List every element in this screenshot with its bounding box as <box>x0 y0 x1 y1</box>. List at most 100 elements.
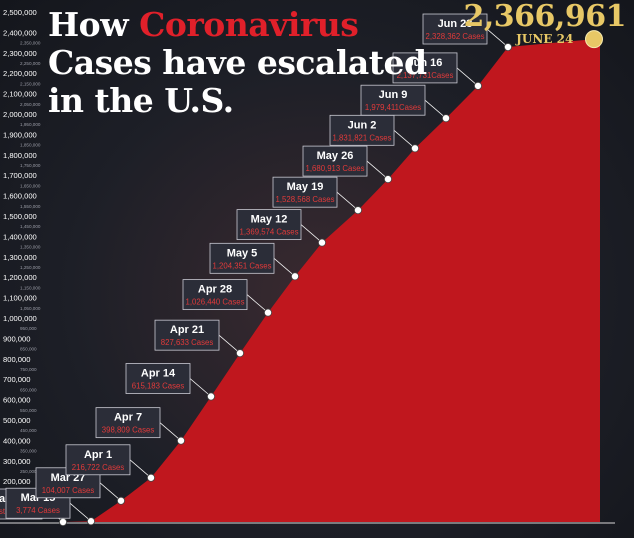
data-point <box>503 43 512 52</box>
data-point <box>353 206 362 215</box>
date-label-box <box>302 145 368 177</box>
leader-line <box>456 67 479 87</box>
y-tick-label: 2,400,000 <box>3 28 37 37</box>
y-tick-label: 1,900,000 <box>3 130 37 139</box>
leader-line <box>129 459 152 479</box>
point-cases-label: 1,026,440 Cases <box>186 298 245 307</box>
cases-area <box>63 39 600 522</box>
y-minor-tick-label: 1,550,000 <box>20 204 41 209</box>
point-cases-label: 1,979,411Cases <box>365 103 421 112</box>
y-tick-label: 400,000 <box>3 436 30 445</box>
point-cases-label: 1,528,568 Cases <box>276 195 335 204</box>
point-cases-label: 2,328,362 Cases <box>426 32 485 41</box>
y-tick-label: 1,800,000 <box>3 151 37 160</box>
y-minor-tick-label: 2,050,000 <box>20 102 41 107</box>
point-date-label: Jun 16 <box>408 57 443 69</box>
title-prefix: How <box>48 5 140 44</box>
data-point <box>383 175 392 184</box>
y-tick-label: 1,100,000 <box>3 294 37 303</box>
headline-date: JUNE 24 <box>516 32 574 46</box>
point-cases-label: 3,774 Cases <box>16 506 60 515</box>
y-minor-tick-label: 2,250,000 <box>20 61 41 66</box>
leader-line <box>393 130 416 149</box>
point-cases-label: 1,680,913 Cases <box>306 164 365 173</box>
point-cases-label: 398,809 Cases <box>102 426 155 435</box>
leader-line <box>189 378 212 397</box>
y-minor-tick-label: 2,150,000 <box>20 81 41 86</box>
point-date-label: Jun 2 <box>348 119 377 131</box>
date-label-box <box>65 444 131 476</box>
y-tick-label: 900,000 <box>3 334 30 343</box>
point-cases-label: 615,183 Cases <box>132 382 185 391</box>
y-minor-tick-label: 350,000 <box>20 449 37 454</box>
leader-line <box>424 99 447 119</box>
y-tick-label: 500,000 <box>3 416 30 425</box>
y-minor-tick-label: 950,000 <box>20 326 37 331</box>
y-tick-label: 2,200,000 <box>3 69 37 78</box>
headline-value: 2,366,961 <box>463 0 626 34</box>
point-date-label: May 5 <box>227 247 258 259</box>
leader-line <box>246 294 269 313</box>
point-cases-label: 2,137,731Cases <box>397 71 454 80</box>
point-date-label: Apr 21 <box>170 324 204 336</box>
y-tick-label: 1,600,000 <box>3 192 37 201</box>
y-minor-tick-label: 1,450,000 <box>20 224 41 229</box>
date-label-box <box>154 319 220 351</box>
y-minor-tick-label: 1,950,000 <box>20 122 41 127</box>
point-cases-label: 1,369,574 Cases <box>240 228 299 237</box>
y-minor-tick-label: 2,350,000 <box>20 41 41 46</box>
title-line-2: Cases have escalated <box>48 43 427 82</box>
date-label-box <box>392 52 458 84</box>
y-tick-label: 1,700,000 <box>3 171 37 180</box>
data-point <box>441 114 450 123</box>
date-label-box <box>422 13 488 45</box>
date-label-box <box>182 279 248 311</box>
point-date-label: Jun 9 <box>379 89 408 101</box>
final-point-marker <box>585 30 603 49</box>
point-cases-label: 104,007 Cases <box>42 486 95 495</box>
leader-line <box>273 258 296 277</box>
title-accent: Coronavirus <box>139 5 359 44</box>
y-tick-label: 300,000 <box>3 457 30 466</box>
point-date-label: Apr 28 <box>198 284 232 296</box>
leader-line <box>336 191 359 211</box>
y-tick-label: 2,300,000 <box>3 49 37 58</box>
point-date-label: Apr 7 <box>114 412 142 424</box>
point-cases-label: 216,722 Cases <box>72 463 125 472</box>
point-date-label: Jun 23 <box>438 18 473 30</box>
data-point <box>263 308 272 317</box>
title-line-3: in the U.S. <box>48 81 234 120</box>
y-minor-tick-label: 1,150,000 <box>20 285 41 290</box>
leader-line <box>366 160 389 180</box>
y-minor-tick-label: 750,000 <box>20 367 37 372</box>
page-title: How Coronavirus Cases have escalated in … <box>48 6 427 120</box>
date-label-box <box>360 84 426 116</box>
date-label-box <box>272 176 338 208</box>
headline-total: 2,366,961 JUNE 24 <box>463 0 626 45</box>
y-tick-label: 1,000,000 <box>3 314 37 323</box>
y-minor-tick-label: 550,000 <box>20 408 37 413</box>
y-tick-label: 2,500,000 <box>3 8 37 17</box>
y-minor-tick-label: 1,650,000 <box>20 183 41 188</box>
date-label-box <box>236 209 302 241</box>
y-tick-label: 2,000,000 <box>3 110 37 119</box>
y-minor-tick-label: 1,350,000 <box>20 245 41 250</box>
date-label-box <box>95 407 161 439</box>
data-point <box>410 144 419 153</box>
leader-line <box>218 334 241 354</box>
y-minor-tick-label: 850,000 <box>20 347 37 352</box>
leader-line <box>300 224 323 243</box>
data-point <box>206 392 215 401</box>
y-minor-tick-label: 1,050,000 <box>20 306 41 311</box>
y-minor-tick-label: 1,750,000 <box>20 163 41 168</box>
y-tick-label: 600,000 <box>3 396 30 405</box>
y-tick-label: 1,500,000 <box>3 212 37 221</box>
point-cases-label: 827,633 Cases <box>161 338 214 347</box>
date-label-box <box>329 114 395 146</box>
y-tick-label: 700,000 <box>3 375 30 384</box>
y-minor-tick-label: 1,250,000 <box>20 265 41 270</box>
y-minor-tick-label: 650,000 <box>20 387 37 392</box>
data-point <box>473 81 482 90</box>
y-tick-label: 1,300,000 <box>3 253 37 262</box>
